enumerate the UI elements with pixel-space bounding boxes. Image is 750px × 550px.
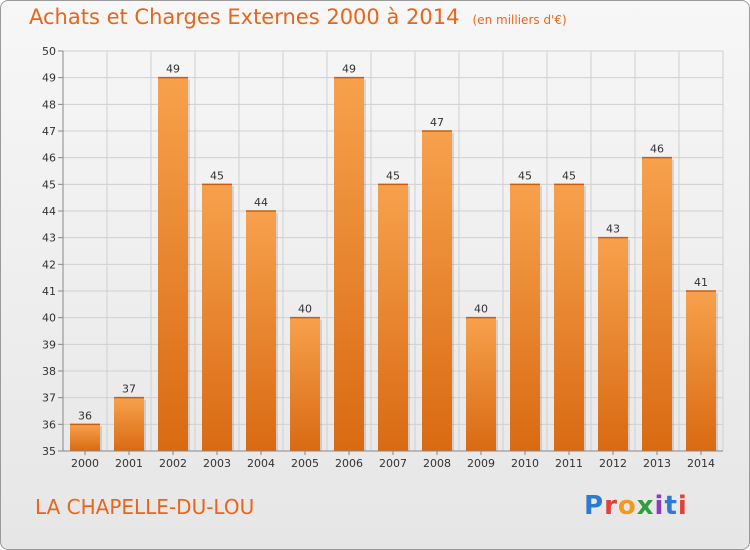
bar-value-label: 36 (78, 409, 92, 422)
bar (246, 211, 276, 451)
y-tick-label: 36 (42, 418, 56, 431)
logo-letter: i (654, 491, 665, 521)
bar-value-label: 41 (694, 276, 708, 289)
logo-letter: t (664, 491, 678, 521)
y-tick-label: 37 (42, 392, 56, 405)
bar-value-label: 45 (562, 169, 576, 182)
bar (642, 157, 672, 451)
y-tick-label: 40 (42, 312, 56, 325)
bar-value-label: 43 (606, 223, 620, 236)
bar (114, 397, 144, 451)
x-tick-label: 2001 (115, 457, 143, 470)
x-tick-label: 2000 (71, 457, 99, 470)
y-tick-label: 42 (42, 258, 56, 271)
logo-letter: P (584, 491, 605, 521)
proxiti-logo: Proxiti (584, 491, 688, 521)
bar (466, 317, 496, 451)
bar-value-label: 47 (430, 116, 444, 129)
bar-value-label: 45 (210, 169, 224, 182)
x-tick-label: 2002 (159, 457, 187, 470)
chart-title: Achats et Charges Externes 2000 à 2014 (… (29, 5, 567, 29)
bar (70, 424, 100, 451)
labels: 35 36 37 38 39 40 41 42 43 44 45 46 47 48 49 50 36 2000 37… (42, 45, 715, 470)
bars (70, 76, 718, 452)
bar-value-label: 46 (650, 143, 664, 156)
x-tick-label: 2007 (379, 457, 407, 470)
y-tick-label: 41 (42, 285, 56, 298)
bar-value-label: 49 (166, 63, 180, 76)
axes (58, 50, 723, 455)
bar (378, 184, 408, 452)
bar-value-label: 49 (342, 63, 356, 76)
bar (290, 317, 320, 451)
y-tick-label: 48 (42, 98, 56, 111)
x-tick-label: 2010 (511, 457, 539, 470)
bar-value-label: 37 (122, 383, 136, 396)
x-tick-label: 2012 (599, 457, 627, 470)
x-tick-label: 2004 (247, 457, 275, 470)
bar-value-label: 40 (474, 303, 488, 316)
bar (598, 237, 628, 451)
logo-letter: o (617, 491, 637, 521)
x-tick-label: 2005 (291, 457, 319, 470)
bar (510, 184, 540, 452)
x-tick-label: 2009 (467, 457, 495, 470)
logo-letter: x (636, 491, 655, 521)
bar (422, 131, 452, 451)
x-tick-label: 2006 (335, 457, 363, 470)
bar-value-label: 40 (298, 303, 312, 316)
y-tick-label: 47 (42, 125, 56, 138)
bar-value-label: 45 (386, 169, 400, 182)
y-tick-label: 45 (42, 178, 56, 191)
y-tick-label: 35 (42, 445, 56, 458)
logo-letter: i (677, 491, 688, 521)
bar (554, 184, 584, 452)
bar (202, 184, 232, 452)
chart-unit-text: (en milliers d'€) (472, 13, 567, 27)
x-tick-label: 2008 (423, 457, 451, 470)
x-tick-label: 2003 (203, 457, 231, 470)
y-tick-label: 46 (42, 152, 56, 165)
bar (686, 291, 716, 451)
y-tick-label: 49 (42, 72, 56, 85)
x-tick-label: 2014 (687, 457, 715, 470)
bar-value-label: 45 (518, 169, 532, 182)
bar (334, 77, 364, 452)
x-tick-label: 2013 (643, 457, 671, 470)
chart-title-text: Achats et Charges Externes 2000 à 2014 (29, 5, 460, 29)
commune-name: LA CHAPELLE-DU-LOU (35, 495, 255, 519)
y-tick-label: 38 (42, 365, 56, 378)
y-tick-label: 44 (42, 205, 56, 218)
x-tick-label: 2011 (555, 457, 583, 470)
y-tick-label: 43 (42, 232, 56, 245)
logo-letter: r (604, 491, 618, 521)
y-tick-label: 39 (42, 338, 56, 351)
bar (158, 77, 188, 452)
bar-value-label: 44 (254, 196, 268, 209)
y-tick-label: 50 (42, 45, 56, 58)
